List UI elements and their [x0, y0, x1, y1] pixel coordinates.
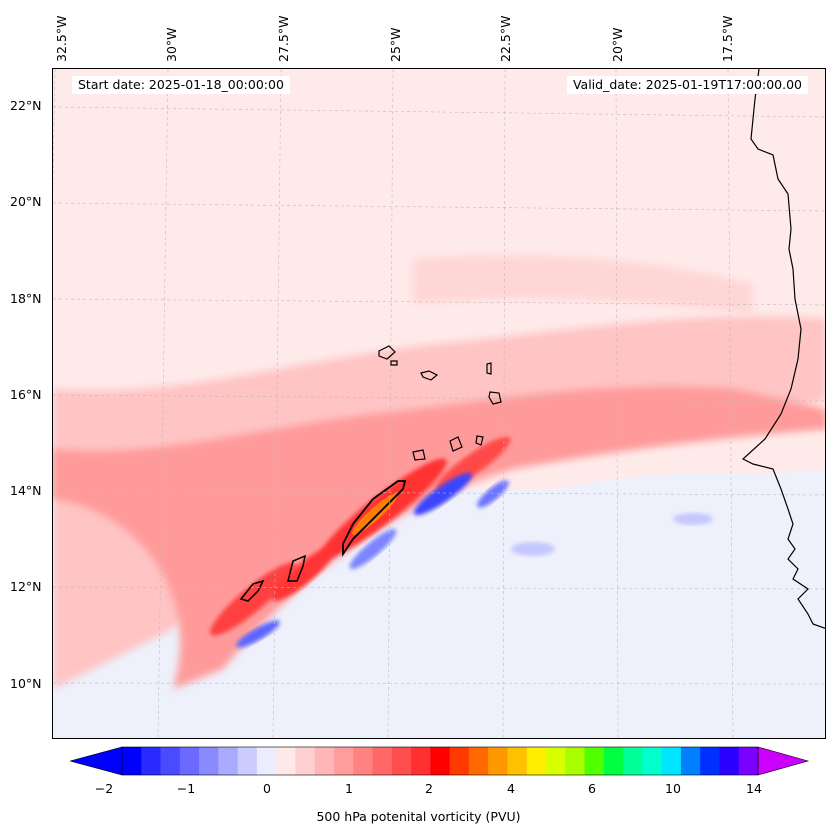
- colorbar-tick-label: −1: [176, 781, 196, 796]
- colorbar-cell: [449, 747, 470, 775]
- pv-background-south: [53, 469, 825, 738]
- colorbar-cell: [295, 747, 316, 775]
- pv-negative-streak: [236, 620, 280, 648]
- graticule: [53, 69, 825, 738]
- pv-contour: [239, 579, 265, 602]
- colorbar-cells: [122, 747, 759, 775]
- colorbar-cell: [468, 747, 489, 775]
- colorbar-cell: [276, 747, 296, 775]
- colorbar-cell: [237, 747, 258, 775]
- colorbar-cell: [411, 747, 431, 775]
- lat-label: 10°N: [10, 676, 42, 691]
- lon-label: 22.5°W: [498, 15, 513, 62]
- lon-label: 32.5°W: [54, 15, 69, 62]
- colorbar-cell: [623, 747, 643, 775]
- lon-label: 27.5°W: [276, 15, 291, 62]
- lat-label: 14°N: [10, 483, 42, 498]
- colorbar-label: 500 hPa potenital vorticity (PVU): [316, 809, 521, 824]
- pv-field-map: [53, 69, 825, 738]
- map-panel[interactable]: [52, 68, 826, 739]
- colorbar-cell: [738, 747, 759, 775]
- colorbar-cell: [642, 747, 663, 775]
- lat-label: 12°N: [10, 579, 42, 594]
- africa-coastline: [741, 69, 825, 629]
- lon-label: 17.5°W: [720, 15, 735, 62]
- colorbar-tick-label: 0: [263, 781, 271, 796]
- colorbar-cell: [353, 747, 374, 775]
- colorbar-cell: [700, 747, 720, 775]
- colorbar-tick-label: 10: [665, 781, 681, 796]
- lon-label: 30°W: [164, 27, 179, 62]
- colorbar-cell: [603, 747, 624, 775]
- valid-date-label: Valid_date: 2025-01-19T17:00:00.00: [566, 76, 808, 94]
- colorbar-tick-label: 1: [345, 781, 353, 796]
- colorbar-cell: [256, 747, 277, 775]
- lat-label: 16°N: [10, 387, 42, 402]
- colorbar-cell: [372, 747, 393, 775]
- colorbar-cell: [488, 747, 508, 775]
- pv-negative-streak: [477, 480, 509, 508]
- colorbar-cell: [141, 747, 162, 775]
- colorbar-tick-label: 2: [425, 781, 433, 796]
- pv-contour: [287, 554, 307, 582]
- pv-contour: [342, 480, 407, 557]
- colorbar-cell: [661, 747, 682, 775]
- colorbar-tick-label: −2: [94, 781, 114, 796]
- cape-verde-islands: [378, 345, 502, 461]
- pv-core: [352, 493, 398, 535]
- colorbar-tick-label: 6: [588, 781, 596, 796]
- colorbar: [70, 746, 810, 776]
- colorbar-extend-low: [70, 746, 123, 776]
- pv-negative-streak: [349, 528, 397, 570]
- colorbar-cell: [160, 747, 181, 775]
- colorbar-cell: [391, 747, 412, 775]
- lon-label: 20°W: [610, 27, 625, 62]
- colorbar-cell: [584, 747, 605, 775]
- pv-filament-east: [435, 436, 511, 492]
- colorbar-cell: [507, 747, 528, 775]
- lat-label: 20°N: [10, 194, 42, 209]
- colorbar-outline: [121, 746, 759, 776]
- colorbar-cell: [199, 747, 219, 775]
- pv-negative-streak: [673, 513, 713, 525]
- pv-negative-streak: [511, 542, 555, 556]
- pv-band-upper: [413, 255, 753, 314]
- colorbar-cell: [179, 747, 200, 775]
- colorbar-cell: [122, 747, 142, 775]
- colorbar-tick-label: 14: [746, 781, 762, 796]
- start-date-label: Start date: 2025-01-18_00:00:00: [72, 76, 290, 94]
- colorbar-cell: [430, 747, 451, 775]
- colorbar-extend-high: [757, 746, 810, 776]
- lon-label: 25°W: [388, 27, 403, 62]
- colorbar-cell: [334, 747, 354, 775]
- colorbar-cell: [546, 747, 566, 775]
- pv-filament-west: [210, 562, 296, 636]
- lat-label: 18°N: [10, 291, 42, 306]
- colorbar-cell: [314, 747, 335, 775]
- colorbar-cell: [719, 747, 740, 775]
- colorbar-tick-label: 4: [507, 781, 515, 796]
- lat-label: 22°N: [10, 98, 42, 113]
- colorbar-cell: [680, 747, 701, 775]
- colorbar-cell: [526, 747, 547, 775]
- colorbar-cell: [218, 747, 239, 775]
- pv-negative-streak: [413, 472, 473, 516]
- colorbar-cell: [565, 747, 586, 775]
